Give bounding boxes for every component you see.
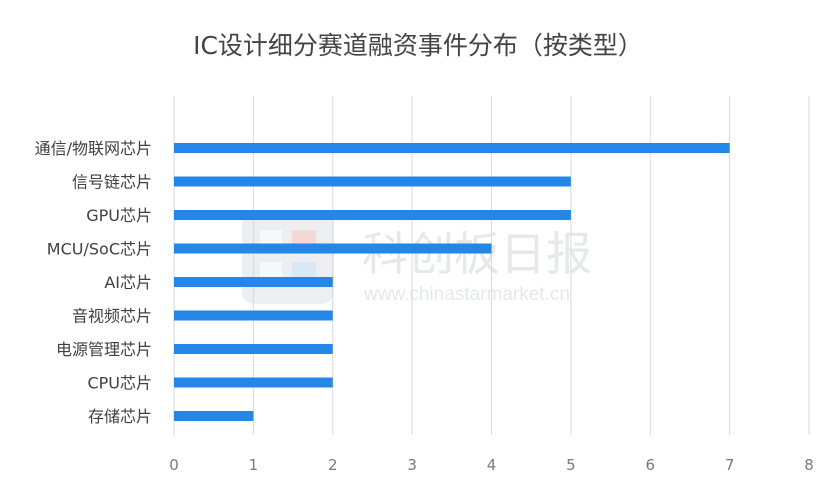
bar <box>174 176 571 187</box>
bar <box>174 210 571 220</box>
x-tick-labels: 0 1 2 3 4 5 6 7 8 <box>169 456 814 474</box>
bar <box>174 277 333 287</box>
bar <box>174 310 333 321</box>
bar <box>174 143 730 153</box>
category-label: CPU芯片 <box>87 374 152 393</box>
category-label: 信号链芯片 <box>72 173 152 192</box>
category-label: 电源管理芯片 <box>56 340 152 359</box>
x-tick-label: 0 <box>169 456 179 474</box>
bar <box>174 377 333 388</box>
watermark-url: www.chinastarmarket.cn <box>363 284 570 305</box>
watermark: 科创板日报 www.chinastarmarket.cn <box>242 212 592 305</box>
x-tick-label: 7 <box>725 456 735 474</box>
x-tick-label: 6 <box>645 456 655 474</box>
category-label: 通信/物联网芯片 <box>35 139 152 158</box>
bar <box>174 344 333 354</box>
bar <box>174 411 254 421</box>
category-label: MCU/SoC芯片 <box>47 240 152 259</box>
x-tick-label: 3 <box>407 456 417 474</box>
x-tick-label: 8 <box>804 456 814 474</box>
category-label: AI芯片 <box>104 273 152 292</box>
x-tick-label: 1 <box>249 456 259 474</box>
bar <box>174 243 492 254</box>
category-label: 存储芯片 <box>88 407 152 426</box>
bars <box>174 143 730 421</box>
watermark-logo <box>242 212 334 304</box>
x-tick-label: 5 <box>566 456 576 474</box>
x-tick-label: 4 <box>487 456 497 474</box>
x-tick-label: 2 <box>328 456 338 474</box>
category-label: 音视频芯片 <box>72 307 152 326</box>
watermark-brand: 科创板日报 <box>362 227 592 281</box>
chart-title: IC设计细分赛道融资事件分布（按类型） <box>193 31 643 60</box>
category-label: GPU芯片 <box>86 206 152 225</box>
